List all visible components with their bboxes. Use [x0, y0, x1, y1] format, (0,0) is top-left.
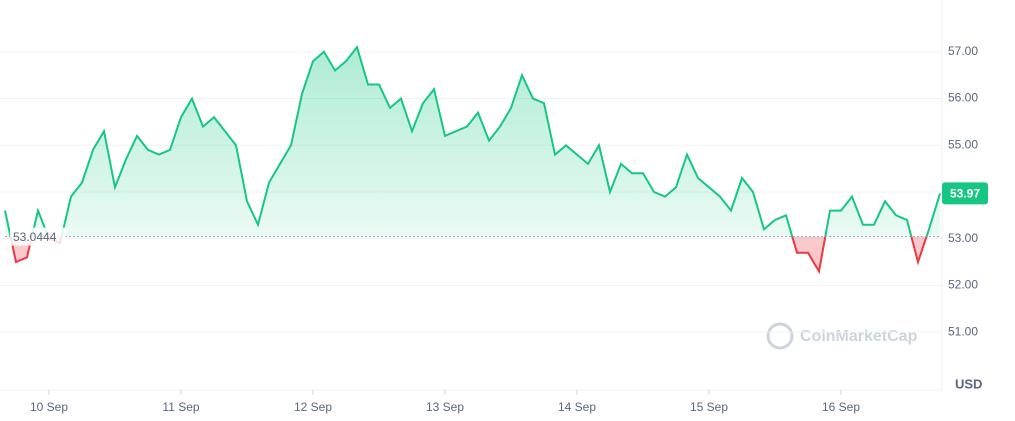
y-tick-label: 55.00: [948, 137, 978, 151]
x-tick-label: 13 Sep: [426, 400, 464, 414]
watermark-text: CoinMarketCap: [800, 328, 918, 345]
y-tick-label: 57.00: [948, 44, 978, 58]
baseline-label: 53.0444: [13, 230, 57, 244]
x-tick-label: 11 Sep: [162, 400, 199, 414]
currency-label: USD: [955, 376, 982, 391]
y-tick-label: 52.00: [948, 278, 978, 292]
baseline-tag-bg: [10, 227, 66, 246]
x-tick-label: 10 Sep: [30, 400, 68, 414]
watermark: CoinMarketCap: [766, 322, 918, 350]
x-tick-label: 15 Sep: [690, 400, 728, 414]
x-tick-label: 16 Sep: [822, 400, 860, 414]
y-tick-label: 53.00: [948, 231, 978, 245]
x-tick-label: 12 Sep: [294, 400, 332, 414]
price-tag: [942, 182, 988, 205]
y-tick-label: 51.00: [948, 324, 978, 338]
x-tick-label: 14 Sep: [558, 400, 596, 414]
y-tick-label: 56.00: [948, 91, 978, 105]
price-line-up: [4, 45, 941, 237]
price-tag-label: 53.97: [950, 187, 980, 201]
area-up: [5, 47, 940, 237]
